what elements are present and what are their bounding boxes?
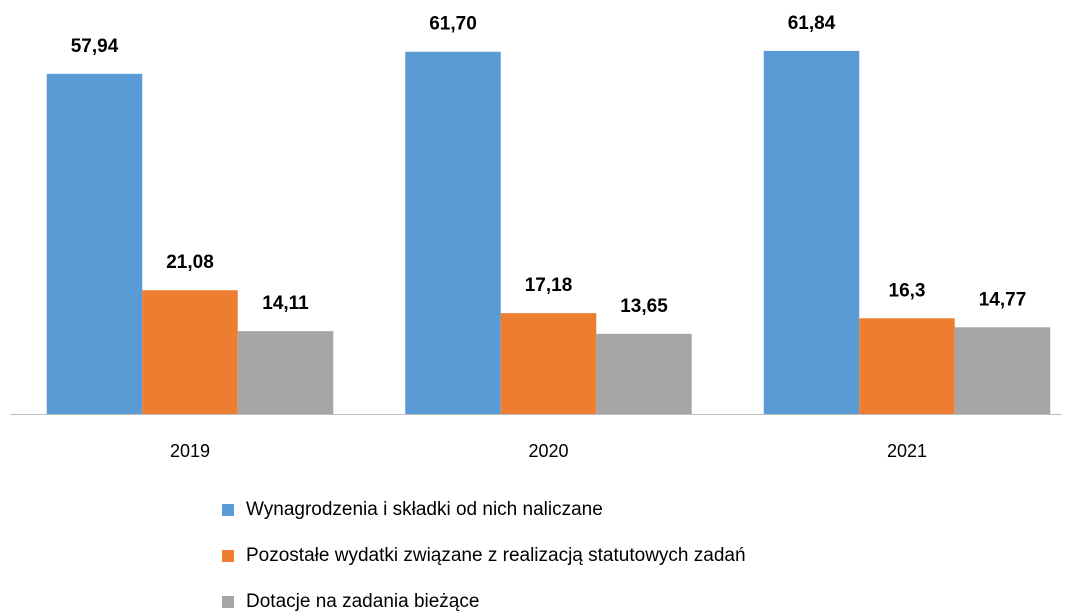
x-tick-label: 2021 <box>887 441 927 461</box>
data-label: 61,70 <box>429 14 477 35</box>
legend-label: Pozostałe wydatki związane z realizacją … <box>246 545 746 566</box>
bar <box>859 318 955 414</box>
bar <box>596 333 692 414</box>
legend-label: Dotacje na zadania bieżące <box>246 591 479 612</box>
bar <box>954 327 1051 414</box>
data-label: 57,94 <box>71 36 119 57</box>
legend-label: Wynagrodzenia i składki od nich naliczan… <box>246 499 603 520</box>
x-tick-label: 2019 <box>170 441 210 461</box>
data-label: 21,08 <box>166 252 214 273</box>
data-label: 61,84 <box>788 13 836 34</box>
bar <box>142 290 238 414</box>
bar <box>405 51 501 415</box>
data-label: 17,18 <box>525 275 573 296</box>
legend-swatch <box>222 550 234 562</box>
data-label: 13,65 <box>620 296 668 317</box>
bar <box>500 313 597 414</box>
data-label: 14,11 <box>262 293 309 314</box>
data-label: 16,3 <box>889 280 926 301</box>
bar <box>237 331 334 414</box>
bar <box>763 50 860 414</box>
legend-swatch <box>222 504 234 516</box>
bar <box>46 73 143 415</box>
legend-swatch <box>222 596 234 608</box>
data-label: 14,77 <box>979 289 1027 310</box>
x-tick-label: 2020 <box>528 441 568 461</box>
